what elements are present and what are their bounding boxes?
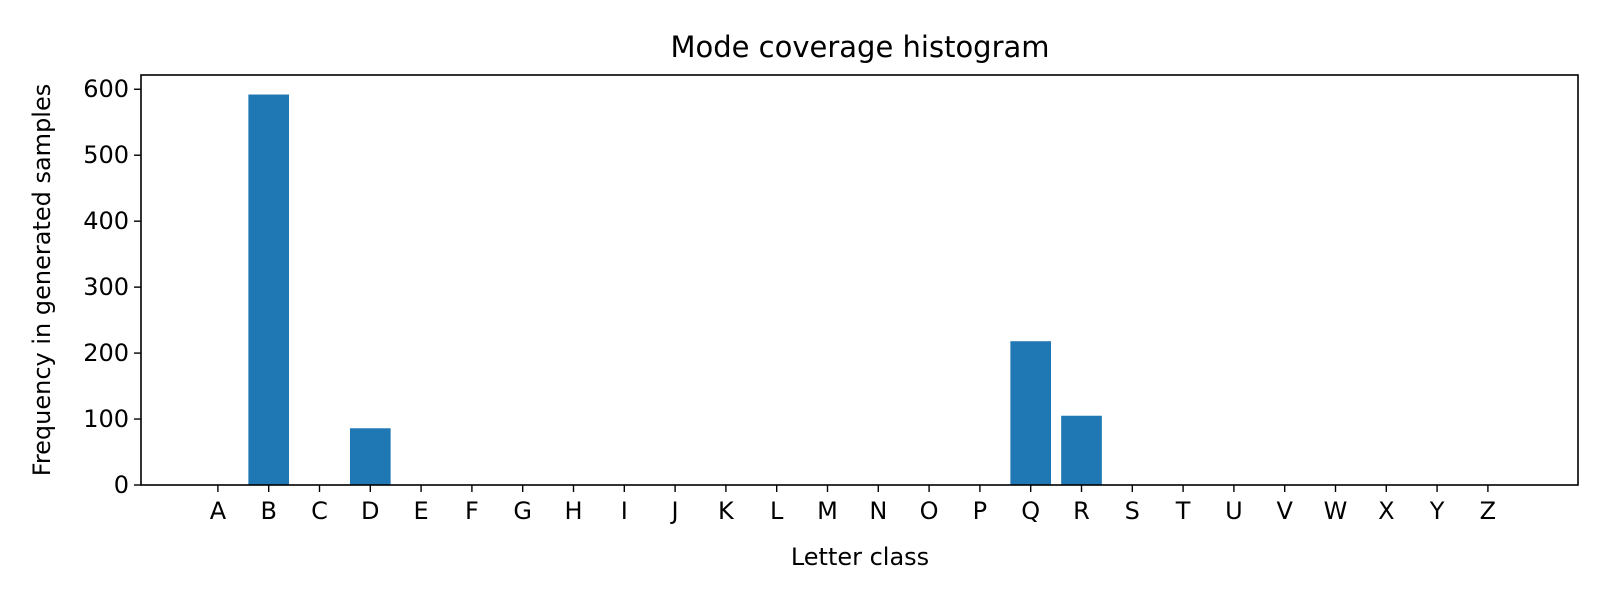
y-tick-label-300: 300 (83, 273, 129, 301)
plot-frame (140, 74, 1579, 486)
x-tick-label-K: K (718, 497, 735, 525)
x-tick-label-I: I (621, 497, 628, 525)
x-tick-label-X: X (1378, 497, 1394, 525)
x-tick-label-T: T (1175, 497, 1191, 525)
x-tick-label-A: A (210, 497, 227, 525)
y-tick-label-400: 400 (83, 207, 129, 235)
bar-D (349, 428, 391, 485)
y-tick-label-200: 200 (83, 339, 129, 367)
y-tick-label-100: 100 (83, 405, 129, 433)
x-tick-label-N: N (869, 497, 887, 525)
y-axis-label: Frequency in generated samples (28, 84, 56, 476)
x-tick-label-P: P (973, 497, 987, 525)
x-tick-label-H: H (564, 497, 582, 525)
x-tick-label-C: C (311, 497, 328, 525)
x-tick-label-O: O (920, 497, 939, 525)
x-tick-label-Y: Y (1429, 497, 1445, 525)
y-tick-label-600: 600 (83, 75, 129, 103)
x-axis-label: Letter class (791, 543, 929, 571)
x-tick-label-F: F (465, 497, 479, 525)
x-tick-label-R: R (1073, 497, 1090, 525)
bar-R (1061, 415, 1102, 485)
x-tick-label-B: B (260, 497, 276, 525)
x-tick-label-U: U (1225, 497, 1243, 525)
bars (248, 94, 1102, 486)
x-tick-label-V: V (1276, 497, 1293, 525)
x-tick-label-Z: Z (1480, 497, 1496, 525)
x-tick-label-M: M (817, 497, 838, 525)
x-tick-label-G: G (513, 497, 532, 525)
bar-B (248, 94, 290, 486)
x-tick-label-Q: Q (1021, 497, 1040, 525)
bar-Q (1010, 341, 1052, 485)
x-tick-label-D: D (361, 497, 379, 525)
y-axis-ticks: 0 100 200 300 400 500 600 (83, 75, 141, 499)
x-tick-label-L: L (770, 497, 784, 525)
x-tick-label-J: J (670, 497, 679, 525)
y-tick-label-0: 0 (114, 471, 129, 499)
y-tick-label-500: 500 (83, 141, 129, 169)
x-tick-label-W: W (1324, 497, 1348, 525)
x-tick-label-E: E (414, 497, 429, 525)
chart-title: Mode coverage histogram (670, 30, 1049, 64)
x-axis-ticks: A B C D E F G H I J K L M N O P Q R S T U V W X Y Z (210, 485, 1496, 525)
x-tick-label-S: S (1125, 497, 1140, 525)
